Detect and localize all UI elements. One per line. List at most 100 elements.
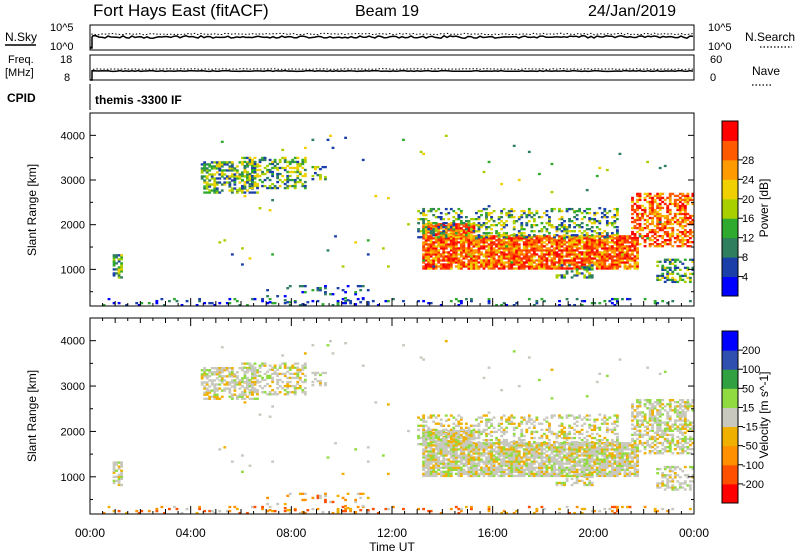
power-cell	[205, 177, 209, 180]
power-cell	[495, 230, 498, 233]
power-cell	[517, 263, 521, 266]
power-cell	[648, 204, 652, 208]
power-cell	[638, 194, 642, 198]
colorbar-tick-label: 16	[742, 213, 754, 225]
velocity-cell	[457, 440, 461, 443]
velocity-cell	[568, 460, 571, 463]
power-cell	[482, 243, 486, 246]
velocity-cell	[447, 474, 451, 478]
power-cell	[437, 243, 441, 246]
power-cell	[656, 218, 660, 222]
velocity-cell	[490, 462, 493, 465]
power-cell	[535, 267, 539, 270]
velocity-cell	[540, 470, 544, 474]
velocity-cell	[220, 389, 224, 392]
power-cell	[593, 247, 597, 250]
velocity-cell	[215, 367, 219, 370]
velocity-cell	[626, 444, 629, 447]
power-cell	[454, 225, 458, 228]
power-cell	[683, 280, 687, 284]
power-cell	[588, 255, 592, 258]
velocity-cell	[618, 444, 622, 447]
power-cell	[439, 255, 443, 258]
power-cell	[263, 156, 267, 160]
velocity-cell	[578, 468, 582, 471]
power-cell	[578, 230, 582, 233]
power-cell	[248, 176, 252, 180]
power-cell	[646, 226, 649, 230]
velocity-cell	[447, 429, 451, 433]
power-cell	[500, 259, 504, 262]
power-cell	[213, 185, 217, 188]
power-cell	[487, 251, 491, 254]
power-cell	[515, 267, 519, 270]
power-cell	[653, 245, 657, 248]
power-cell	[492, 261, 496, 264]
power-cell	[691, 194, 695, 198]
velocity-cell	[246, 362, 249, 365]
power-cell	[673, 200, 677, 204]
velocity-cell	[593, 444, 597, 447]
power-cell	[615, 209, 619, 213]
velocity-cell	[537, 444, 541, 447]
velocity-cell	[429, 416, 433, 419]
noise-search-label: N.Search	[745, 30, 795, 44]
power-cell	[442, 251, 446, 254]
power-cell	[235, 165, 239, 168]
power-cell	[633, 236, 637, 240]
power-cell	[512, 215, 516, 219]
power-cell	[444, 267, 448, 270]
velocity-cell	[218, 397, 222, 400]
velocity-cell	[424, 462, 428, 465]
power-cell	[593, 217, 597, 221]
power-cell	[643, 234, 647, 238]
power-cell	[120, 254, 124, 257]
power-cell	[477, 267, 481, 270]
power-cell	[678, 230, 682, 234]
power-cell	[686, 200, 690, 204]
velocity-cell	[228, 375, 232, 378]
velocity-cell	[505, 472, 509, 476]
velocity-cell	[550, 464, 554, 467]
velocity-cell	[590, 460, 594, 463]
velocity-cell	[608, 442, 612, 445]
velocity-cell	[447, 466, 451, 469]
velocity-cell	[522, 472, 526, 476]
power-cell	[429, 235, 433, 238]
power-cell	[213, 189, 217, 192]
power-cell	[512, 233, 516, 236]
velocity-cell	[510, 472, 514, 476]
power-cell	[676, 198, 680, 202]
power-cell	[477, 236, 481, 239]
power-cell	[429, 230, 433, 233]
power-cell	[646, 224, 649, 228]
power-cell	[615, 247, 619, 250]
power-cell	[590, 264, 594, 267]
velocity-cell	[626, 462, 629, 465]
velocity-cell	[588, 446, 592, 449]
power-cell	[575, 237, 579, 240]
velocity-cell	[454, 456, 458, 459]
power-cell	[688, 272, 692, 276]
power-cell	[608, 255, 612, 258]
power-cell	[570, 276, 574, 279]
power-cell	[588, 247, 592, 250]
power-cell	[520, 239, 524, 242]
velocity-cell	[593, 458, 597, 461]
noise-sky-label: N.Sky	[5, 30, 37, 44]
power-cell	[600, 247, 604, 250]
power-cell	[643, 238, 647, 242]
velocity-cell	[560, 474, 564, 478]
power-cell	[641, 236, 644, 240]
velocity-cell	[449, 446, 453, 449]
power-cell	[429, 301, 433, 305]
velocity-cell	[112, 465, 116, 468]
power-cell	[449, 226, 453, 229]
velocity-cell	[517, 460, 521, 463]
power-cell	[515, 241, 519, 244]
power-cell	[472, 222, 476, 225]
velocity-cell	[492, 454, 496, 457]
power-cell	[550, 243, 554, 246]
velocity-cell	[553, 450, 556, 453]
power-cell	[495, 253, 498, 256]
